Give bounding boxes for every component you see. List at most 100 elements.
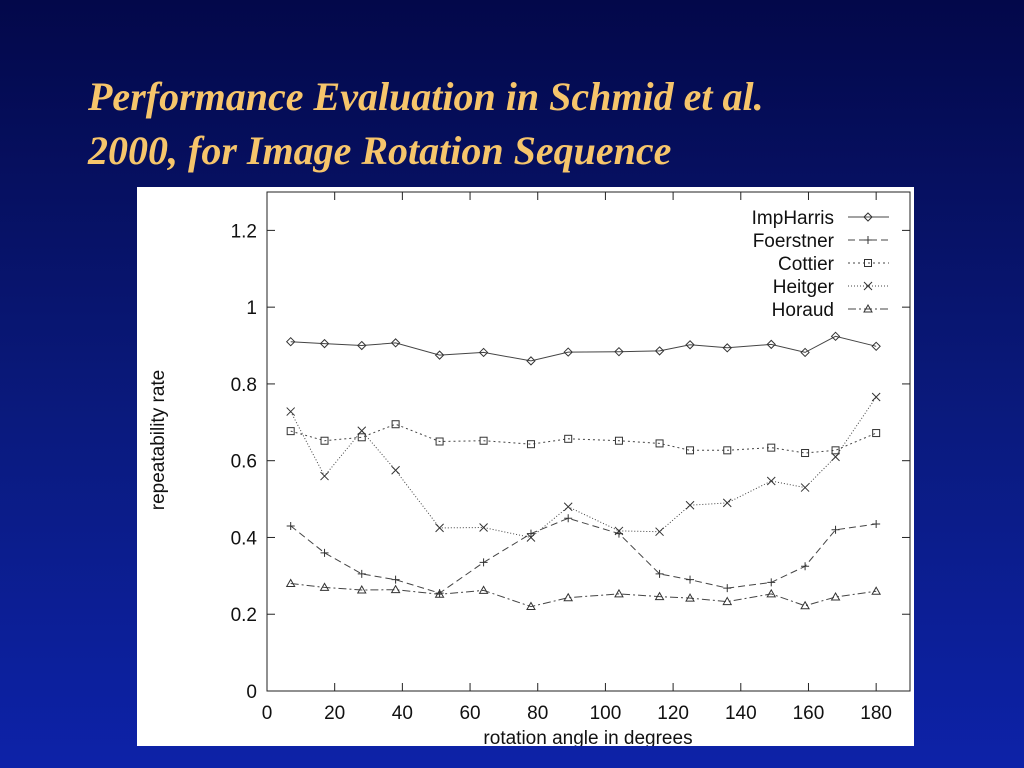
data-point-impharris (800, 347, 810, 358)
x-tick-label: 180 (860, 703, 892, 724)
data-point-foerstner (655, 569, 664, 578)
data-point-heitger (435, 523, 444, 533)
data-point-horaud (356, 585, 367, 594)
slide-title-line-1: Performance Evaluation in Schmid et al. (88, 74, 764, 119)
data-point-impharris (614, 346, 624, 357)
y-tick-label: 1 (246, 298, 257, 319)
data-point-impharris (871, 341, 881, 352)
data-point-foerstner (320, 548, 329, 557)
data-point-impharris (285, 336, 296, 347)
data-point-cottier (614, 436, 623, 445)
data-point-horaud (478, 585, 489, 594)
data-point-cottier (831, 446, 840, 455)
x-tick-label: 0 (262, 703, 273, 724)
data-point-cottier (767, 443, 776, 452)
series-horaud (285, 578, 882, 611)
data-point-cottier (479, 436, 488, 445)
data-point-cottier (286, 427, 295, 436)
data-point-heitger (391, 465, 400, 475)
data-point-impharris (478, 347, 489, 358)
data-point-impharris (390, 338, 401, 348)
slide-title: Performance Evaluation in Schmid et al. … (88, 70, 988, 178)
legend-marker (864, 236, 872, 244)
legend-marker (863, 212, 873, 222)
data-point-heitger (320, 471, 329, 481)
data-point-cottier (435, 437, 444, 446)
data-point-heitger (831, 452, 840, 462)
data-point-foerstner (872, 520, 881, 529)
data-point-cottier (391, 420, 400, 429)
legend-label: Cottier (778, 254, 835, 275)
data-point-cottier (655, 439, 664, 448)
data-point-foerstner (391, 575, 400, 584)
data-point-impharris (526, 356, 536, 366)
data-point-cottier (526, 440, 535, 449)
series-foerstner (286, 514, 881, 598)
x-tick-label: 140 (725, 703, 757, 724)
data-point-heitger (563, 502, 573, 512)
series-cottier (286, 420, 881, 458)
series-line-horaud (290, 583, 877, 608)
legend-marker (863, 303, 873, 313)
data-point-impharris (685, 340, 695, 350)
data-point-impharris (722, 343, 732, 353)
data-point-horaud (830, 591, 841, 601)
data-point-impharris (766, 339, 776, 350)
series-impharris (285, 331, 881, 366)
series-line-impharris (290, 335, 877, 362)
data-point-heitger (286, 407, 296, 416)
data-point-impharris (434, 350, 445, 360)
series-line-heitger (290, 396, 877, 539)
data-point-horaud (526, 601, 536, 611)
series-line-foerstner (290, 517, 877, 594)
data-point-impharris (654, 346, 665, 356)
data-point-foerstner (526, 529, 535, 538)
chart-panel: 0 0.2 0.4 0.6 0.8 1 1.2 0 20 40 60 80 100 120 140 160 1… (137, 187, 914, 746)
series-layer (285, 331, 882, 611)
y-tick-label: 0.2 (231, 605, 257, 626)
data-point-horaud (654, 591, 665, 601)
data-point-cottier (686, 446, 695, 455)
data-point-cottier (320, 436, 329, 445)
data-point-heitger (766, 476, 776, 486)
data-point-horaud (319, 582, 330, 591)
y-tick-label: 1.2 (231, 221, 257, 242)
data-point-cottier (723, 446, 732, 455)
data-point-foerstner (767, 578, 776, 587)
data-point-heitger (614, 526, 624, 536)
legend-label: Heitger (773, 277, 835, 298)
y-tick-label: 0.8 (231, 375, 257, 396)
x-tick-label: 80 (527, 703, 548, 724)
x-tick-label: 40 (392, 703, 413, 724)
data-point-foerstner (723, 584, 732, 593)
data-point-horaud (563, 592, 574, 602)
data-point-heitger (871, 392, 881, 402)
data-point-cottier (872, 429, 881, 438)
data-point-horaud (285, 578, 296, 588)
data-point-heitger (655, 527, 664, 537)
y-tick-label: 0.4 (231, 528, 258, 549)
data-point-heitger (357, 426, 367, 436)
data-point-foerstner (564, 514, 573, 523)
data-point-foerstner (286, 521, 295, 530)
data-point-horaud (766, 588, 777, 598)
data-point-cottier (564, 434, 573, 443)
x-tick-label: 60 (459, 703, 480, 724)
data-point-heitger (722, 498, 732, 508)
data-point-impharris (357, 340, 367, 351)
plot-frame (266, 191, 911, 692)
data-point-impharris (563, 347, 573, 357)
data-point-heitger (479, 523, 488, 532)
data-point-foerstner (686, 575, 695, 584)
data-point-horaud (390, 584, 401, 594)
data-point-heitger (800, 483, 810, 492)
y-tick-label: 0.6 (231, 452, 257, 473)
data-point-horaud (800, 600, 810, 610)
data-point-foerstner (357, 569, 366, 578)
data-point-horaud (434, 589, 445, 598)
y-tick-label: 0 (246, 682, 257, 703)
data-point-heitger (526, 533, 536, 542)
y-axis-label: repeatability rate (148, 370, 169, 510)
legend-label: Foerstner (753, 231, 835, 252)
